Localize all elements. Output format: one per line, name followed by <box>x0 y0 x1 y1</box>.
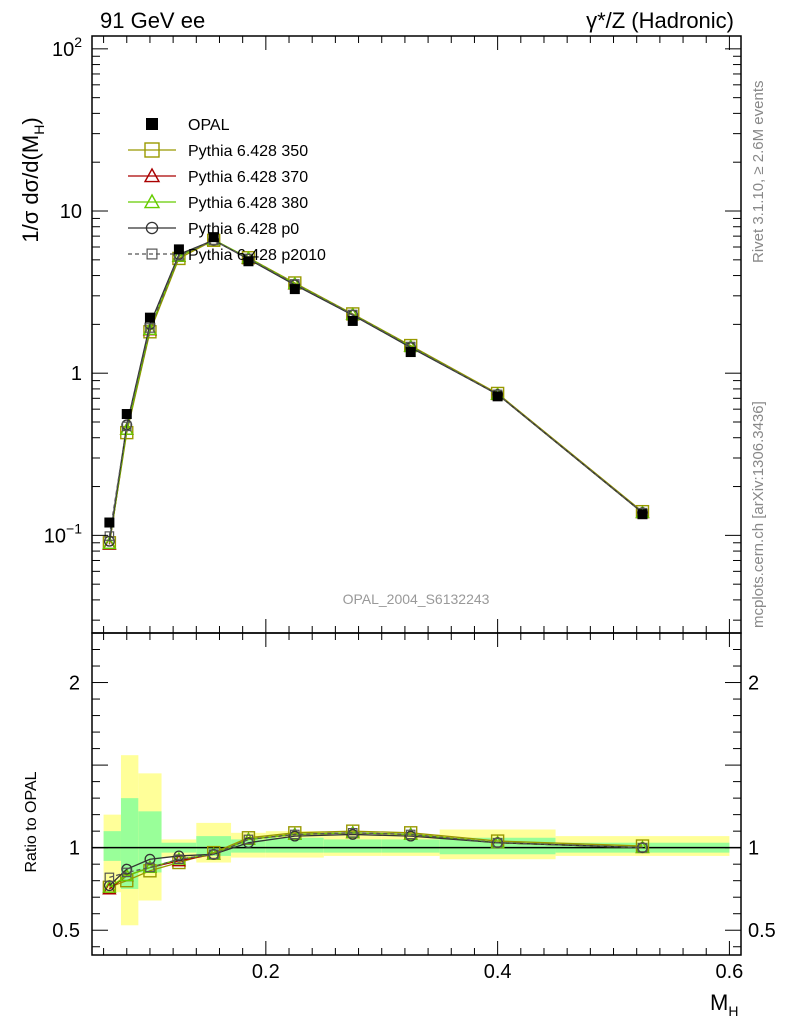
ratio-point-s4-2 <box>145 862 155 873</box>
legend-marker-2 <box>143 167 161 183</box>
opal-data-point-10 <box>637 509 648 520</box>
ratio-point-s4-10 <box>637 842 648 853</box>
ratio-y-tick-label-right-0: 0.5 <box>748 920 776 942</box>
opal-data-point-0 <box>104 517 115 528</box>
ratio-band-inner-2 <box>138 811 162 873</box>
ratio-point-s4-4 <box>208 849 219 860</box>
x-axis-label: MH <box>710 990 738 1019</box>
ratio-point-s1-0 <box>102 881 117 895</box>
legend-marker-5 <box>146 248 158 260</box>
main-point-s2-0 <box>102 536 117 550</box>
main-y-tick-label-0: 10−1 <box>44 520 82 547</box>
ratio-point-s3-3 <box>173 850 185 862</box>
main-line-series-3 <box>108 239 643 542</box>
rivet-version-text: Rivet 3.1.10, ≥ 2.6M events <box>750 81 767 264</box>
ratio-y-axis-label: Ratio to OPAL <box>23 771 40 872</box>
main-point-s4-2 <box>145 323 155 333</box>
ratio-series-group <box>102 824 650 895</box>
main-series-group <box>102 232 650 550</box>
mcplots-credit-text: mcplots.cern.ch [arXiv:1306.3436] <box>750 401 767 628</box>
ratio-y-tick-label-right-2: 2 <box>748 673 759 695</box>
ratio-line-series-4 <box>109 832 643 879</box>
ratio-point-s4-8 <box>405 829 416 840</box>
x-tick-label-1: 0.4 <box>484 961 512 983</box>
legend-marker-4 <box>145 221 159 235</box>
chart-title: 91 GeV ee <box>100 8 205 33</box>
ratio-point-s4-7 <box>347 828 358 838</box>
ratio-point-s2-1 <box>119 868 134 882</box>
main-y-tick-label-2: 10 <box>60 201 82 223</box>
ratio-y-tick-label-left-0: 0.5 <box>52 920 80 942</box>
legend-label-3: Pythia 6.428 380 <box>188 195 308 212</box>
ratio-point-s4-5 <box>243 834 254 845</box>
ratio-point-s2-0 <box>102 879 117 893</box>
opal-data-point-2 <box>144 312 155 323</box>
opal-data-point-6 <box>289 284 300 295</box>
main-point-s4-1 <box>121 421 132 432</box>
opal-data-point-3 <box>173 244 184 255</box>
ratio-y-tick-label-right-1: 1 <box>748 838 759 860</box>
x-tick-label-0: 0.2 <box>252 961 280 983</box>
main-line-series-0 <box>108 239 643 543</box>
ratio-point-s3-0 <box>103 880 115 892</box>
opal-data-point-1 <box>121 409 132 420</box>
ratio-y-tick-label-left-2: 2 <box>69 673 80 695</box>
main-line-series-2 <box>108 239 643 544</box>
legend-label-0: OPAL <box>188 117 230 134</box>
ratio-point-s0-2 <box>143 864 157 878</box>
legend-marker-3 <box>143 193 161 209</box>
legend-label-2: Pythia 6.428 370 <box>188 169 308 186</box>
legend: OPAL Pythia 6.428 350 Pythia 6.428 370 Pyth… <box>128 117 326 264</box>
ratio-band-inner-0 <box>103 831 121 861</box>
ratio-band-inner-8 <box>381 839 440 853</box>
analysis-watermark: OPAL_2004_S6132243 <box>343 591 490 607</box>
ratio-point-s4-0 <box>104 872 115 883</box>
ratio-band-inner-7 <box>323 839 382 853</box>
legend-marker-1 <box>144 142 160 158</box>
main-line-series-1 <box>108 239 643 545</box>
ratio-y-tick-label-left-1: 1 <box>69 838 80 860</box>
opal-data-point-5 <box>243 256 254 267</box>
legend-marker-0 <box>146 118 158 130</box>
opal-data-point-7 <box>347 315 358 326</box>
legend-label-1: Pythia 6.428 350 <box>188 143 308 160</box>
ratio-point-s4-6 <box>290 829 300 840</box>
main-line-series-4 <box>108 239 643 537</box>
opal-data-point-8 <box>405 347 416 358</box>
main-y-tick-label-1: 1 <box>71 363 82 385</box>
main-point-s2-3 <box>171 248 187 262</box>
main-point-s3-0 <box>103 535 115 547</box>
ratio-point-s4-9 <box>492 837 503 848</box>
x-tick-label-2: 0.6 <box>716 961 744 983</box>
ratio-point-s4-1 <box>121 867 132 878</box>
ratio-point-s3-2 <box>144 853 156 865</box>
opal-data-point-9 <box>492 391 503 402</box>
legend-label-5: Pythia 6.428 p2010 <box>188 247 326 264</box>
opal-data-point-4 <box>208 232 219 243</box>
ratio-point-s4-3 <box>174 854 184 865</box>
main-y-axis-label: 1/σ dσ/d(MH) <box>18 117 47 242</box>
axes-group: 0.2 0.4 0.6 10−1 1 10 102 0.5 0.5 1 1 2 2 <box>44 34 776 983</box>
legend-label-4: Pythia 6.428 p0 <box>188 221 299 238</box>
ratio-plot-frame <box>91 632 742 956</box>
ratio-band-inner-6 <box>265 837 324 853</box>
main-y-tick-label-3: 102 <box>52 34 82 61</box>
chart-subtitle: γ*/Z (Hadronic) <box>586 8 734 33</box>
main-point-s4-0 <box>104 531 115 541</box>
ratio-line-series-3 <box>108 833 643 887</box>
ratio-point-s3-5 <box>243 837 254 849</box>
